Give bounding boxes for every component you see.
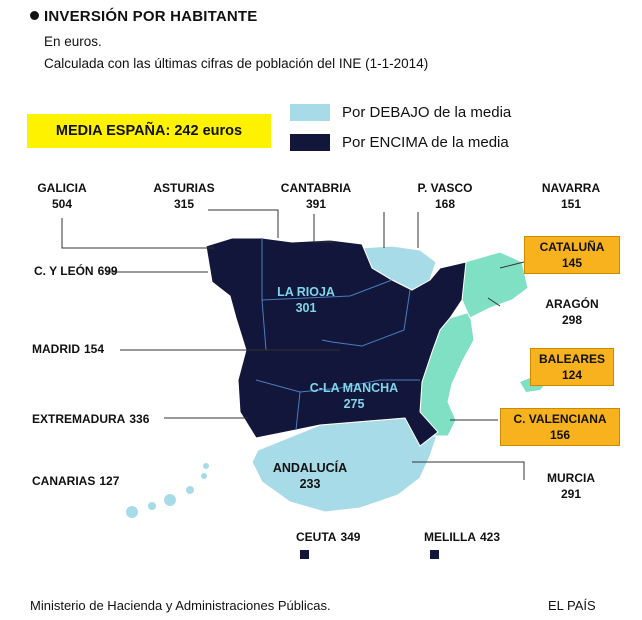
subtitle-units: En euros. xyxy=(44,34,102,49)
label-cyleon: C. Y LEÓN 699 xyxy=(34,264,118,278)
region-cataluna xyxy=(461,251,529,319)
ceuta-marker xyxy=(300,550,309,559)
label-andalucia: ANDALUCÍA 233 xyxy=(272,461,348,491)
label-ceuta: CEUTA 349 xyxy=(296,530,361,544)
region-borders xyxy=(255,238,420,431)
bullet-icon xyxy=(30,11,39,20)
label-cantabria: CANTABRIA 391 xyxy=(280,181,352,211)
media-value: 242 euros xyxy=(174,123,243,139)
legend-label-below: Por DEBAJO de la media xyxy=(342,104,512,121)
subtitle-source-note: Calculada con las últimas cifras de pobl… xyxy=(44,56,429,71)
label-aragon: ARAGÓN 298 xyxy=(545,297,599,327)
label-galicia: GALICIA 504 xyxy=(37,181,87,211)
chart-title: INVERSIÓN POR HABITANTE xyxy=(30,8,258,25)
region-canarias xyxy=(126,463,209,518)
melilla-marker xyxy=(430,550,439,559)
region-above-average xyxy=(205,237,467,447)
legend-swatch-below xyxy=(290,104,330,121)
label-cvalenciana: C. VALENCIANA 156 xyxy=(500,408,620,446)
label-clamancha: C-LA MANCHA 275 xyxy=(309,381,399,411)
label-cataluna: CATALUÑA 145 xyxy=(524,236,620,274)
label-extremadura: EXTREMADURA 336 xyxy=(32,412,150,426)
label-murcia: MURCIA 291 xyxy=(547,471,595,501)
label-asturias: ASTURIAS 315 xyxy=(153,181,215,211)
leader-lines xyxy=(61,209,525,480)
label-navarra: NAVARRA 151 xyxy=(541,181,601,211)
label-melilla: MELILLA 423 xyxy=(424,530,501,544)
label-canarias: CANARIAS 127 xyxy=(32,474,120,488)
media-espana-box: MEDIA ESPAÑA: 242 euros xyxy=(27,114,271,148)
label-larioja: LA RIOJA 301 xyxy=(277,285,335,315)
label-pvasco: P. VASCO 168 xyxy=(417,181,473,211)
media-label: MEDIA ESPAÑA: xyxy=(55,123,171,139)
source-note: Ministerio de Hacienda y Administracione… xyxy=(30,598,331,613)
legend-label-above: Por ENCIMA de la media xyxy=(342,134,509,151)
publisher-credit: EL PAÍS xyxy=(548,598,596,613)
label-madrid: MADRID 154 xyxy=(32,342,105,356)
label-baleares: BALEARES 124 xyxy=(530,348,614,386)
legend-swatch-above xyxy=(290,134,330,151)
